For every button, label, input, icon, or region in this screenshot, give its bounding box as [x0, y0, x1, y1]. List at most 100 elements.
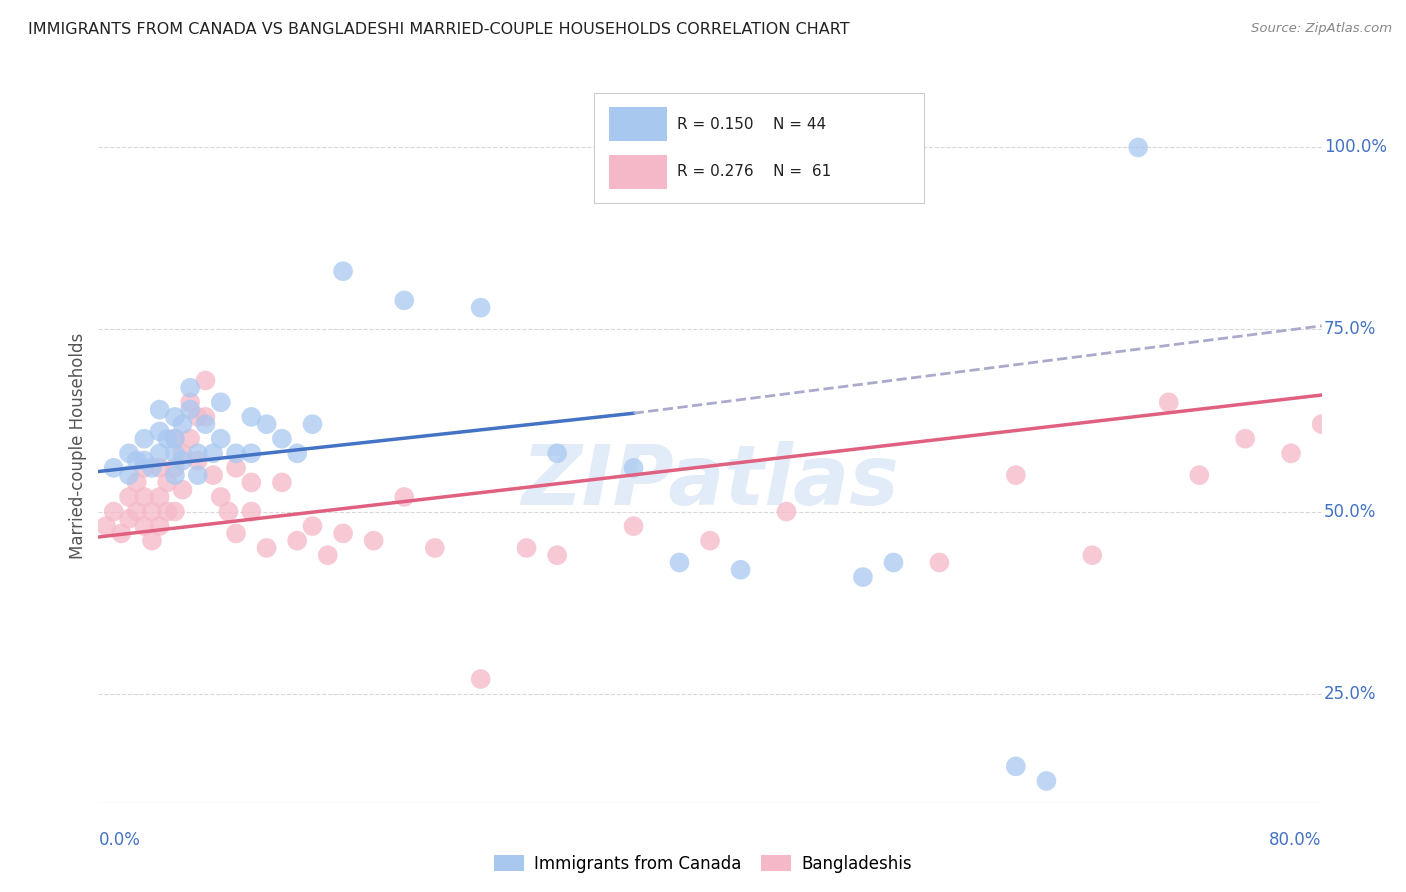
- Point: [256, 541, 278, 555]
- Point: [187, 446, 209, 460]
- Legend: Immigrants from Canada, Bangladeshis: Immigrants from Canada, Bangladeshis: [488, 848, 918, 880]
- Point: [156, 432, 179, 446]
- Point: [423, 541, 446, 555]
- Point: [1004, 759, 1026, 773]
- Point: [163, 468, 186, 483]
- Point: [103, 460, 125, 475]
- Point: [225, 526, 247, 541]
- Text: 50.0%: 50.0%: [1324, 502, 1376, 521]
- Text: Source: ZipAtlas.com: Source: ZipAtlas.com: [1251, 22, 1392, 36]
- Point: [209, 490, 232, 504]
- Point: [1081, 548, 1104, 562]
- Y-axis label: Married-couple Households: Married-couple Households: [69, 333, 87, 559]
- Point: [172, 417, 194, 432]
- Point: [270, 432, 292, 446]
- Text: 25.0%: 25.0%: [1324, 684, 1376, 703]
- Point: [1004, 468, 1026, 483]
- Point: [668, 556, 690, 570]
- Text: 80.0%: 80.0%: [1270, 831, 1322, 849]
- Text: R = 0.276    N =  61: R = 0.276 N = 61: [678, 164, 831, 179]
- Point: [179, 395, 201, 409]
- Point: [194, 374, 217, 388]
- Point: [1341, 374, 1364, 388]
- Point: [194, 417, 217, 432]
- Point: [1234, 432, 1257, 446]
- Text: 75.0%: 75.0%: [1324, 320, 1376, 338]
- Point: [883, 556, 905, 570]
- Point: [285, 533, 308, 548]
- Point: [1157, 395, 1180, 409]
- Point: [225, 460, 247, 475]
- Point: [363, 533, 385, 548]
- Point: [240, 504, 263, 518]
- Point: [209, 432, 232, 446]
- Point: [187, 453, 209, 467]
- Point: [118, 490, 141, 504]
- Point: [316, 548, 339, 562]
- Point: [1386, 402, 1406, 417]
- Point: [1310, 417, 1333, 432]
- Text: 0.0%: 0.0%: [98, 831, 141, 849]
- Point: [1128, 140, 1150, 154]
- Point: [163, 460, 186, 475]
- Text: IMMIGRANTS FROM CANADA VS BANGLADESHI MARRIED-COUPLE HOUSEHOLDS CORRELATION CHAR: IMMIGRANTS FROM CANADA VS BANGLADESHI MA…: [28, 22, 849, 37]
- FancyBboxPatch shape: [609, 107, 668, 141]
- Point: [187, 409, 209, 424]
- Point: [256, 417, 278, 432]
- Text: 100.0%: 100.0%: [1324, 138, 1388, 156]
- Point: [194, 409, 217, 424]
- Point: [110, 526, 132, 541]
- Point: [623, 519, 645, 533]
- Point: [179, 402, 201, 417]
- Text: ZIPatlas: ZIPatlas: [522, 442, 898, 522]
- Point: [172, 453, 194, 467]
- Point: [118, 468, 141, 483]
- Point: [134, 432, 156, 446]
- Point: [118, 446, 141, 460]
- Point: [1035, 774, 1057, 789]
- Point: [141, 460, 163, 475]
- Point: [156, 504, 179, 518]
- Point: [149, 402, 172, 417]
- Point: [332, 526, 354, 541]
- Point: [125, 504, 148, 518]
- Point: [134, 490, 156, 504]
- Point: [179, 381, 201, 395]
- Point: [149, 460, 172, 475]
- Point: [118, 512, 141, 526]
- FancyBboxPatch shape: [609, 155, 668, 189]
- Point: [301, 417, 323, 432]
- Point: [928, 556, 950, 570]
- Point: [301, 519, 323, 533]
- Point: [225, 446, 247, 460]
- Point: [546, 446, 568, 460]
- Point: [172, 483, 194, 497]
- Point: [149, 519, 172, 533]
- Point: [730, 563, 752, 577]
- Point: [141, 533, 163, 548]
- Point: [172, 446, 194, 460]
- Point: [217, 504, 239, 518]
- FancyBboxPatch shape: [593, 93, 924, 203]
- Point: [392, 293, 416, 308]
- Point: [187, 468, 209, 483]
- Point: [775, 504, 797, 518]
- Point: [1279, 446, 1302, 460]
- Point: [285, 446, 308, 460]
- Point: [125, 475, 148, 490]
- Point: [516, 541, 538, 555]
- Point: [163, 432, 186, 446]
- Point: [1188, 468, 1211, 483]
- Point: [240, 446, 263, 460]
- Point: [125, 453, 148, 467]
- Point: [240, 475, 263, 490]
- Point: [270, 475, 292, 490]
- Point: [209, 395, 232, 409]
- Text: R = 0.150    N = 44: R = 0.150 N = 44: [678, 117, 827, 132]
- Point: [163, 504, 186, 518]
- Point: [134, 453, 156, 467]
- Point: [103, 504, 125, 518]
- Point: [149, 425, 172, 439]
- Point: [240, 409, 263, 424]
- Point: [149, 490, 172, 504]
